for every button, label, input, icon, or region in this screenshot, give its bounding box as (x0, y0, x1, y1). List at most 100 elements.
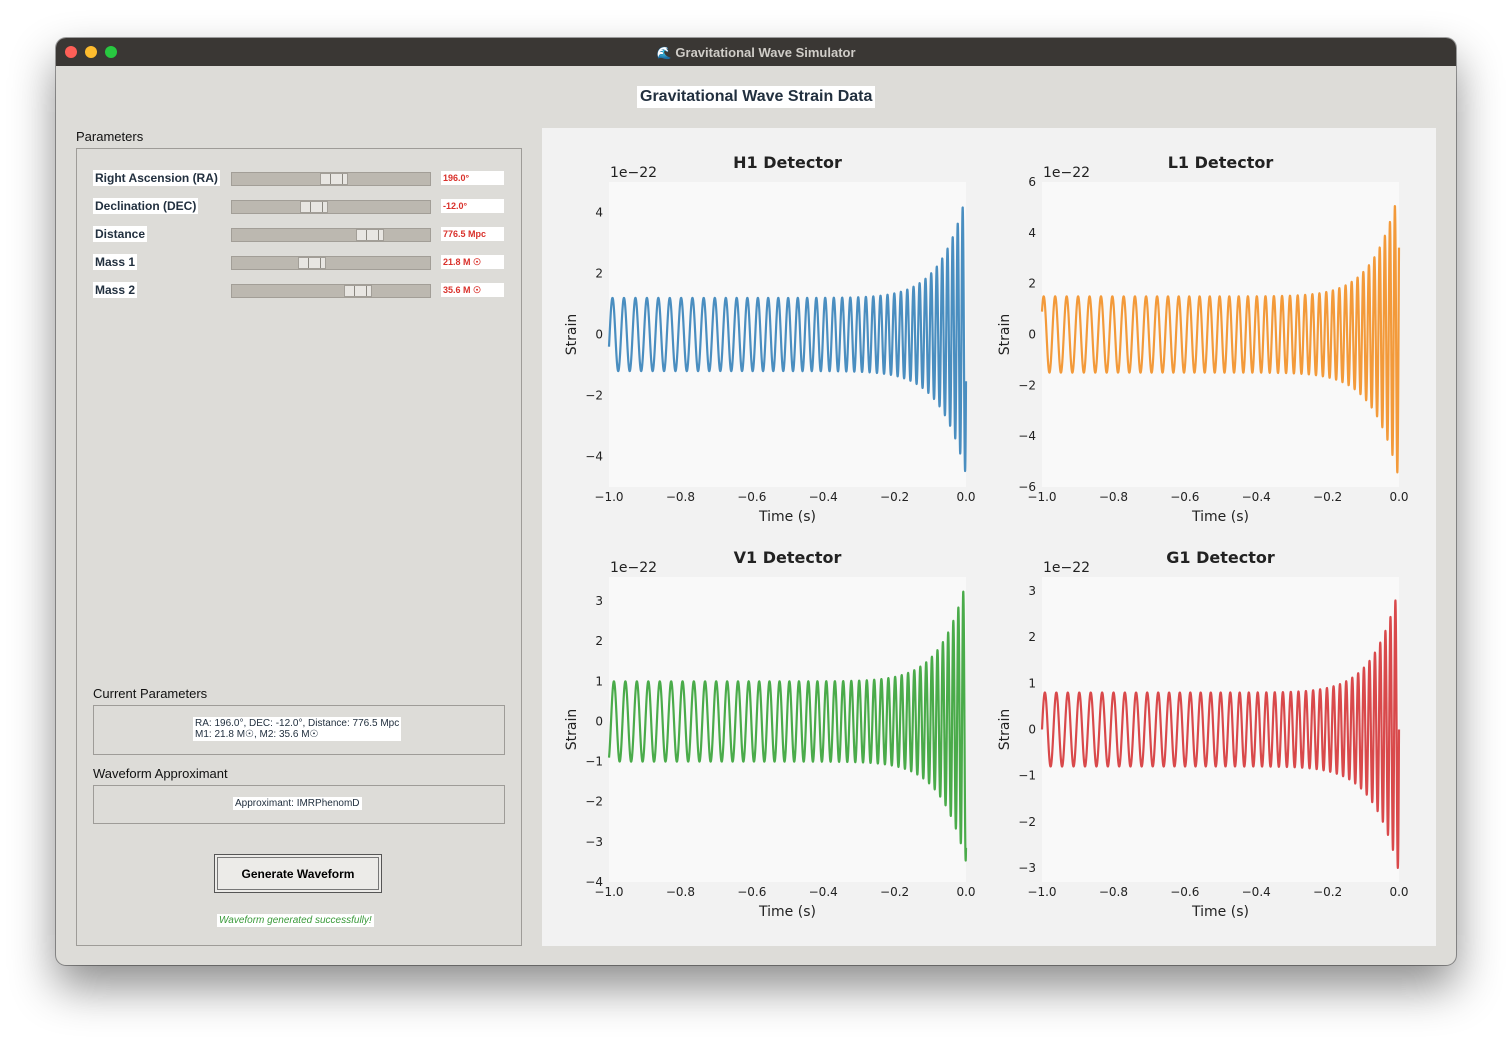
generate-waveform-button[interactable]: Generate Waveform (214, 854, 382, 893)
h1-y-tick: −2 (585, 389, 603, 403)
title-bar: 🌊 Gravitational Wave Simulator (56, 38, 1456, 66)
g1-plot-area (1042, 577, 1399, 882)
l1-y-tick: −2 (1018, 378, 1036, 392)
h1-chart: H1 Detector 1e−22 Time (s) Strain −1.0 −0.8 −0… (564, 153, 976, 525)
l1-x-axis-label: Time (s) (1191, 509, 1249, 525)
mass2-value: 35.6 M ☉ (441, 283, 504, 297)
distance-slider-thumb[interactable] (356, 229, 385, 241)
dec-label: Declination (DEC) (93, 198, 199, 214)
v1-x-axis-label: Time (s) (758, 904, 816, 920)
v1-x-tick: −0.8 (666, 885, 695, 899)
v1-y-tick: 1 (595, 674, 603, 688)
window-title-text: Gravitational Wave Simulator (675, 45, 856, 60)
h1-y-tick: 4 (595, 206, 603, 220)
h1-x-tick: −0.4 (809, 490, 838, 504)
l1-x-tick: −0.4 (1242, 490, 1271, 504)
minimize-window-button[interactable] (85, 46, 97, 58)
distance-slider[interactable] (231, 228, 431, 242)
l1-y-tick: 6 (1028, 175, 1036, 189)
v1-x-tick: −0.6 (737, 885, 766, 899)
status-message: Waveform generated successfully! (217, 914, 374, 927)
v1-scale-label: 1e−22 (610, 560, 657, 576)
mass1-label: Mass 1 (93, 254, 138, 270)
v1-y-tick: −4 (585, 875, 603, 889)
window-title: 🌊 Gravitational Wave Simulator (56, 45, 1456, 60)
app-window: 🌊 Gravitational Wave Simulator Gravitatio… (56, 38, 1456, 965)
l1-plot-area (1042, 182, 1399, 487)
l1-y-tick: −4 (1018, 429, 1036, 443)
g1-x-tick: 0.0 (1389, 885, 1408, 899)
h1-strain-line (607, 206, 968, 473)
g1-x-tick: −0.4 (1242, 885, 1271, 899)
h1-chart-title: H1 Detector (733, 153, 842, 172)
current-parameters-box (93, 705, 505, 755)
v1-chart: V1 Detector 1e−22 Time (s) Strain −1.0 −0.8 −0… (564, 548, 976, 920)
approximant-text: Approximant: IMRPhenomD (233, 797, 362, 810)
v1-strain-line (607, 590, 968, 862)
g1-x-axis-label: Time (s) (1191, 904, 1249, 920)
g1-chart-title: G1 Detector (1166, 548, 1275, 567)
close-window-button[interactable] (65, 46, 77, 58)
g1-y-tick: −1 (1018, 769, 1036, 783)
h1-y-tick: −4 (585, 450, 603, 464)
page-title: Gravitational Wave Strain Data (637, 86, 876, 108)
l1-chart-title: L1 Detector (1168, 153, 1274, 172)
current-parameters-line2: M1: 21.8 M☉, M2: 35.6 M☉ (195, 729, 319, 740)
v1-x-tick: −0.2 (880, 885, 909, 899)
mass2-slider[interactable] (231, 284, 431, 298)
l1-x-tick: −0.6 (1170, 490, 1199, 504)
dec-slider[interactable] (231, 200, 431, 214)
dec-value: -12.0° (441, 199, 504, 213)
l1-x-tick: −1.0 (1027, 490, 1056, 504)
h1-y-tick: 2 (595, 267, 603, 281)
g1-y-axis-label: Strain (997, 709, 1013, 750)
h1-x-axis-label: Time (s) (758, 509, 816, 525)
dec-slider-thumb[interactable] (300, 201, 328, 213)
h1-x-tick: −0.6 (737, 490, 766, 504)
mass2-label: Mass 2 (93, 282, 138, 298)
parameters-frame (76, 148, 522, 946)
approximant-box (93, 785, 505, 824)
l1-y-tick: 4 (1028, 226, 1036, 240)
distance-value: 776.5 Mpc (441, 227, 504, 241)
maximize-window-button[interactable] (105, 46, 117, 58)
mass2-slider-thumb[interactable] (344, 285, 373, 297)
h1-scale-label: 1e−22 (610, 165, 657, 181)
l1-y-tick: 2 (1028, 277, 1036, 291)
h1-y-tick: 0 (595, 328, 603, 342)
v1-y-tick: −2 (585, 795, 603, 809)
mass1-value: 21.8 M ☉ (441, 255, 504, 269)
g1-y-tick: −3 (1018, 861, 1036, 875)
v1-y-axis-label: Strain (564, 709, 580, 750)
h1-y-axis-label: Strain (564, 314, 580, 355)
mass1-slider[interactable] (231, 256, 431, 270)
l1-y-tick: −6 (1018, 480, 1036, 494)
v1-y-tick: −3 (585, 835, 603, 849)
l1-x-tick: −0.8 (1099, 490, 1128, 504)
l1-y-tick: 0 (1028, 328, 1036, 342)
v1-y-tick: 0 (595, 714, 603, 728)
current-parameters-label: Current Parameters (93, 686, 208, 701)
v1-y-tick: 3 (595, 594, 603, 608)
g1-y-tick: 3 (1028, 584, 1036, 598)
v1-y-tick: −1 (585, 755, 603, 769)
l1-scale-label: 1e−22 (1043, 165, 1090, 181)
g1-y-tick: 2 (1028, 630, 1036, 644)
strain-charts: H1 Detector 1e−22 Time (s) Strain −1.0 −0.8 −0… (564, 153, 1409, 920)
ra-slider-thumb[interactable] (320, 173, 349, 185)
h1-x-tick: −1.0 (594, 490, 623, 504)
l1-y-axis-label: Strain (997, 314, 1013, 355)
mass1-slider-thumb[interactable] (298, 257, 327, 269)
l1-chart: L1 Detector 1e−22 Time (s) Strain −1.0 −0.8 −0… (997, 153, 1409, 525)
h1-x-tick: 0.0 (956, 490, 975, 504)
g1-x-tick: −1.0 (1027, 885, 1056, 899)
l1-x-tick: 0.0 (1389, 490, 1408, 504)
ra-slider[interactable] (231, 172, 431, 186)
ra-label: Right Ascension (RA) (93, 170, 220, 186)
g1-x-tick: −0.6 (1170, 885, 1199, 899)
v1-y-tick: 2 (595, 634, 603, 648)
g1-y-tick: 1 (1028, 676, 1036, 690)
g1-y-tick: −2 (1018, 815, 1036, 829)
v1-x-tick: 0.0 (956, 885, 975, 899)
plot-panel: H1 Detector 1e−22 Time (s) Strain −1.0 −0.8 −0… (542, 128, 1436, 946)
